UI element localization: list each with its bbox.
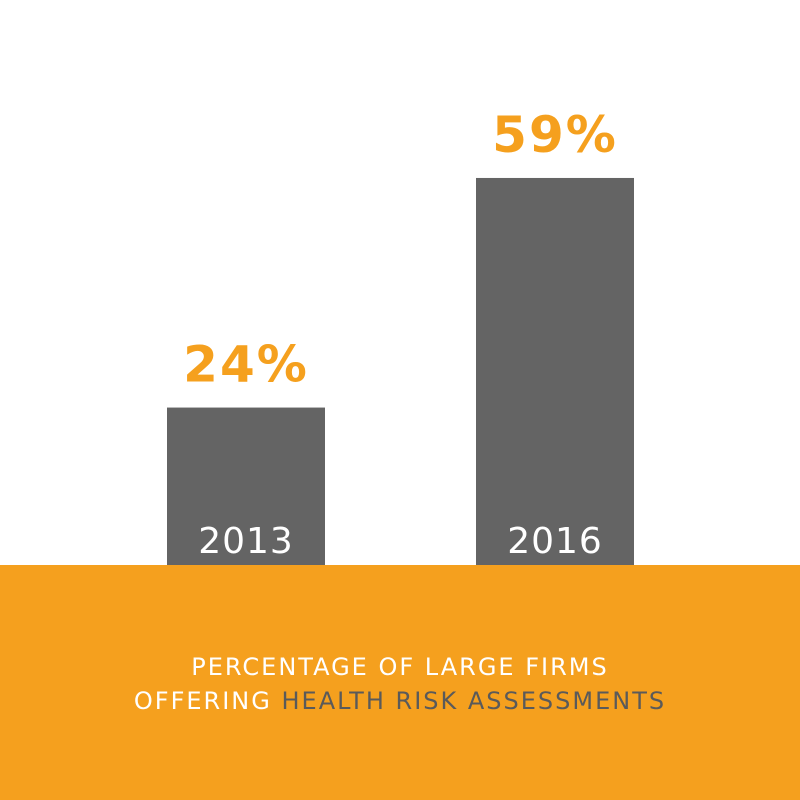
title-highlight: HEALTH RISK ASSESSMENTS	[281, 687, 667, 715]
title-line: OFFERING	[133, 687, 272, 715]
title-line: PERCENTAGE OF LARGE FIRMS	[191, 653, 609, 681]
bar	[476, 177, 634, 565]
value-label: 24%	[183, 336, 309, 394]
bar	[167, 407, 325, 565]
value-label: 59%	[492, 106, 618, 164]
category-label: 2016	[507, 521, 603, 562]
category-label: 2013	[198, 521, 294, 562]
chart-title: PERCENTAGE OF LARGE FIRMS OFFERING HEALTH…	[0, 650, 800, 718]
footer-band	[0, 565, 800, 800]
